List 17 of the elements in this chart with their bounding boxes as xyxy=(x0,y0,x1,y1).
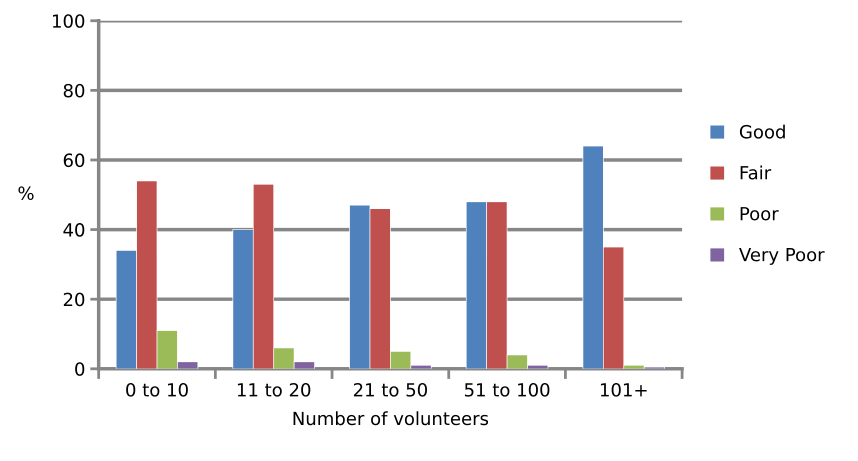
legend-label: Fair xyxy=(740,166,772,180)
x-tick-label: 51 to 100 xyxy=(464,383,550,397)
legend-label: Very Poor xyxy=(739,248,825,265)
y-tick-label: 100 xyxy=(52,14,84,28)
y-tick-label: 20 xyxy=(64,292,84,306)
y-tick-label: 40 xyxy=(63,223,84,237)
legend-label: Good xyxy=(740,124,785,139)
x-tick-label: 101+ xyxy=(600,383,647,397)
y-tick-label: 80 xyxy=(64,84,84,98)
x-tick-label: 21 to 50 xyxy=(354,383,427,397)
x-axis-title: Number of volunteers xyxy=(294,411,488,426)
y-tick-label: 0 xyxy=(75,362,84,376)
legend-label: Poor xyxy=(740,207,779,220)
y-axis-title: % xyxy=(18,186,34,200)
x-tick-label: 11 to 20 xyxy=(238,383,310,397)
x-tick-label: 0 to 10 xyxy=(126,383,188,397)
y-tick-label: 60 xyxy=(64,153,84,168)
